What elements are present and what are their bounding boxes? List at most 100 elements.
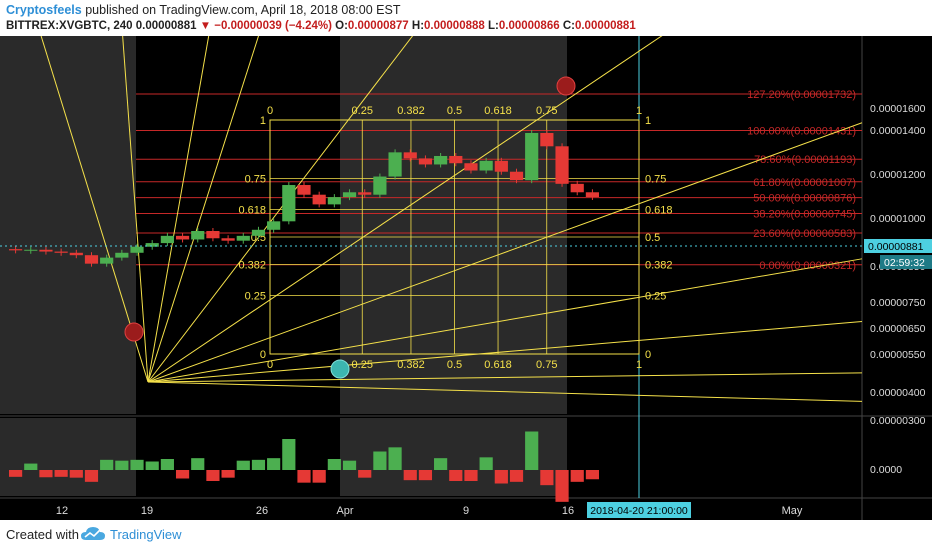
- volume-bar: [267, 458, 281, 470]
- last-price-tag: [864, 239, 932, 253]
- price-axis-tick: 0.00001000: [870, 213, 926, 225]
- gann-top-label: 0: [267, 105, 273, 117]
- volume-bar: [84, 470, 99, 482]
- price-axis-tick: 0.00001200: [870, 169, 926, 181]
- gann-left-label: 0.25: [245, 291, 266, 303]
- tradingview-brand-link[interactable]: TradingView: [110, 527, 182, 542]
- candle-body: [555, 146, 569, 184]
- candle-body: [388, 152, 402, 177]
- candle-body: [100, 257, 114, 264]
- gann-left-label: 0: [260, 349, 266, 361]
- gann-fan-line: [147, 381, 863, 402]
- time-axis-tick: Apr: [336, 505, 353, 517]
- volume-bar: [418, 470, 433, 481]
- last-price-tag-text: 0.00000881: [868, 241, 924, 253]
- crosshair-time-text: 2018-04-20 21:00:00: [590, 505, 688, 517]
- last-price: 0.00000881: [135, 20, 197, 32]
- time-axis-tick: 12: [56, 505, 68, 517]
- volume-bar: [312, 470, 326, 483]
- gann-right-label: 0.25: [645, 291, 666, 303]
- fib-level-label: 23.60%(0.00000583): [753, 228, 856, 240]
- fib-level-label: 127.20%(0.00001732): [747, 89, 856, 101]
- gann-fan-line: [147, 36, 663, 383]
- gann-fan-line: [147, 36, 210, 383]
- gann-fan-line: [147, 321, 863, 383]
- chart-svg[interactable]: 127.20%(0.00001732) 100.00%(0.00001431) 78…: [0, 36, 932, 520]
- volume-bar: [327, 459, 341, 470]
- volume-bar: [191, 458, 205, 470]
- candle-body: [282, 185, 296, 222]
- gann-left-label: 1: [260, 115, 266, 127]
- gann-right-label: 0.382: [645, 260, 673, 272]
- marker-dot-red: [124, 322, 144, 342]
- candle-body: [403, 152, 417, 159]
- marker-dot-red: [556, 76, 576, 96]
- price-axis-tick: 0.00000300: [870, 415, 926, 427]
- close-label: C:: [562, 20, 575, 32]
- volume-bar: [388, 447, 402, 470]
- candle-body: [464, 163, 478, 171]
- fib-level-label: 100.00%(0.00001431): [747, 125, 856, 137]
- session-shade: [340, 36, 567, 414]
- price-axis-tick: 0.00000750: [870, 297, 926, 309]
- candle-body: [434, 155, 448, 165]
- gann-top-label: 0.75: [536, 105, 557, 117]
- volume-bar: [555, 470, 569, 502]
- crosshair-time-tag: [587, 502, 691, 518]
- price-axis-tick: 0.00000650: [870, 323, 926, 335]
- candle-body: [585, 192, 599, 197]
- volume-bar: [236, 460, 250, 470]
- fib-level-label: 38.20%(0.00000745): [753, 208, 856, 220]
- author-link[interactable]: Cryptosfeels: [6, 3, 82, 17]
- gann-left-label: 0.618: [238, 204, 266, 216]
- gann-fan-line: [147, 258, 863, 383]
- volume-bar: [358, 470, 372, 478]
- tradingview-cloud-icon[interactable]: [80, 526, 106, 542]
- gann-bottom-label: 0: [267, 359, 273, 371]
- gann-fan-line: [122, 36, 149, 383]
- fib-level-label: 50.00%(0.00000876): [753, 193, 856, 205]
- volume-bar: [221, 470, 235, 478]
- candle-body: [9, 249, 23, 251]
- countdown-tag-text: 02:59:32: [884, 257, 925, 269]
- volume-axis-tick: 0.0000: [870, 464, 902, 476]
- gann-bottom-label: 0.25: [352, 359, 373, 371]
- time-axis-tick: 9: [463, 505, 469, 517]
- candle-body: [509, 171, 524, 181]
- gann-bottom-label: 0.5: [447, 359, 462, 371]
- publish-line: Cryptosfeels published on TradingView.co…: [6, 3, 400, 17]
- close-value: 0.00000881: [574, 20, 636, 32]
- chart-canvas[interactable]: 127.20%(0.00001732) 100.00%(0.00001431) 78…: [0, 36, 932, 520]
- volume-bar: [24, 463, 38, 470]
- volume-bar: [540, 470, 554, 486]
- low-label: L:: [488, 20, 499, 32]
- volume-bar: [115, 460, 129, 470]
- candle-body: [54, 251, 68, 253]
- candle-body: [267, 221, 281, 230]
- fib-level-label: 61.80%(0.00001007): [753, 177, 856, 189]
- session-shade: [0, 36, 136, 414]
- price-change: ▼ −0.00000039 (−4.24%): [199, 20, 332, 32]
- publish-info: published on TradingView.com, April 18, …: [85, 3, 401, 17]
- fib-level-label: 78.60%(0.00001193): [754, 154, 856, 166]
- gann-right-label: 1: [645, 115, 651, 127]
- candle-body: [540, 132, 554, 147]
- volume-bar: [525, 431, 539, 470]
- candle-body: [327, 197, 341, 205]
- volume-bar: [130, 459, 144, 470]
- time-axis-tick: 19: [141, 505, 153, 517]
- candle-body: [160, 235, 174, 244]
- volume-bar: [585, 470, 599, 480]
- high-value: 0.00000888: [424, 20, 485, 32]
- candle-body: [358, 192, 372, 195]
- volume-bar: [494, 470, 508, 484]
- candle-body: [449, 155, 463, 164]
- time-axis-tick: May: [782, 505, 803, 517]
- candle-body: [525, 132, 539, 181]
- volume-bar: [160, 459, 174, 470]
- candle-body: [145, 243, 159, 247]
- volume-bar: [69, 470, 83, 478]
- candle-body: [69, 252, 83, 256]
- candle-body: [221, 238, 235, 241]
- volume-bar: [297, 470, 311, 483]
